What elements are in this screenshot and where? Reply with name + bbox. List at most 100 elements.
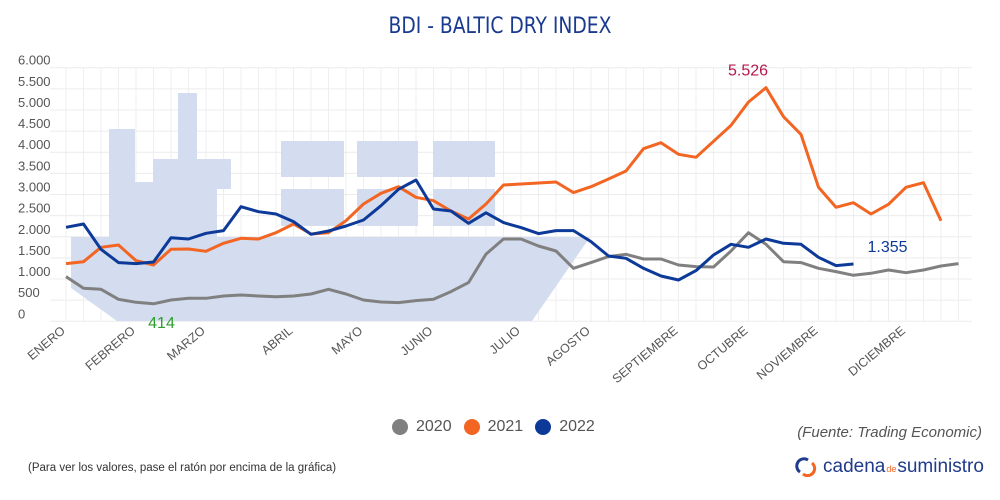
data-point-2022[interactable] — [187, 237, 191, 241]
data-point-2022[interactable] — [414, 178, 418, 182]
data-point-2021[interactable] — [589, 185, 593, 189]
data-point-2022[interactable] — [589, 240, 593, 244]
chart-plot[interactable]: 0 500 1.000 1.500 2.000 2.500 3.000 3.500 4.000 4… — [0, 0, 1000, 410]
data-point-2021[interactable] — [572, 191, 576, 195]
data-point-2022[interactable] — [117, 261, 121, 265]
series-line-2022[interactable] — [65, 178, 854, 282]
data-point-2022[interactable] — [572, 229, 576, 233]
data-point-2021[interactable] — [677, 152, 681, 156]
data-point-2022[interactable] — [764, 237, 768, 241]
data-point-2020[interactable] — [642, 257, 646, 261]
data-point-2022[interactable] — [362, 218, 366, 222]
data-point-2020[interactable] — [519, 237, 523, 241]
data-point-2021[interactable] — [64, 262, 68, 266]
data-point-2022[interactable] — [204, 231, 208, 235]
data-point-2022[interactable] — [624, 256, 628, 260]
series-line-2021[interactable] — [65, 86, 943, 267]
data-point-2020[interactable] — [292, 294, 296, 298]
data-point-2022[interactable] — [642, 266, 646, 270]
data-point-2021[interactable] — [82, 260, 86, 264]
legend-item-2021[interactable]: 2021 — [463, 418, 523, 436]
data-point-2021[interactable] — [502, 183, 506, 187]
data-point-2022[interactable] — [694, 269, 698, 273]
data-point-2020[interactable] — [134, 300, 138, 304]
data-point-2022[interactable] — [82, 222, 86, 226]
data-point-2020[interactable] — [817, 266, 821, 270]
data-point-2020[interactable] — [484, 252, 488, 256]
data-point-2021[interactable] — [432, 199, 436, 203]
data-point-2022[interactable] — [799, 242, 803, 246]
data-point-2021[interactable] — [764, 86, 768, 90]
data-point-2021[interactable] — [204, 249, 208, 253]
data-point-2021[interactable] — [747, 100, 751, 104]
data-point-2020[interactable] — [99, 287, 103, 291]
data-point-2020[interactable] — [624, 252, 628, 256]
data-point-2021[interactable] — [187, 247, 191, 251]
data-point-2020[interactable] — [957, 262, 961, 266]
data-point-2022[interactable] — [817, 255, 821, 259]
data-point-2022[interactable] — [484, 211, 488, 215]
data-point-2020[interactable] — [82, 286, 86, 290]
data-point-2022[interactable] — [152, 260, 156, 264]
data-point-2021[interactable] — [694, 155, 698, 159]
data-point-2022[interactable] — [379, 204, 383, 208]
data-point-2020[interactable] — [239, 293, 243, 297]
data-point-2020[interactable] — [834, 270, 838, 274]
data-point-2020[interactable] — [869, 271, 873, 275]
data-point-2020[interactable] — [64, 275, 68, 279]
data-point-2022[interactable] — [712, 253, 716, 257]
data-point-2021[interactable] — [624, 169, 628, 173]
data-point-2022[interactable] — [467, 221, 471, 225]
legend-item-2020[interactable]: 2020 — [392, 418, 452, 436]
data-point-2021[interactable] — [117, 243, 121, 247]
data-point-2020[interactable] — [169, 298, 173, 302]
data-point-2022[interactable] — [852, 262, 856, 266]
data-point-2022[interactable] — [274, 212, 278, 216]
data-point-2020[interactable] — [922, 268, 926, 272]
data-point-2021[interactable] — [834, 205, 838, 209]
data-point-2020[interactable] — [659, 257, 663, 261]
data-point-2021[interactable] — [379, 191, 383, 195]
data-point-2020[interactable] — [344, 292, 348, 296]
data-point-2022[interactable] — [169, 236, 173, 240]
data-point-2021[interactable] — [939, 219, 943, 223]
data-point-2020[interactable] — [887, 268, 891, 272]
data-point-2021[interactable] — [817, 185, 821, 189]
data-point-2022[interactable] — [309, 232, 313, 236]
data-point-2022[interactable] — [257, 210, 261, 214]
legend-item-2022[interactable]: 2022 — [535, 418, 595, 436]
data-point-2021[interactable] — [554, 180, 558, 184]
data-point-2021[interactable] — [274, 231, 278, 235]
data-point-2021[interactable] — [904, 185, 908, 189]
data-point-2021[interactable] — [642, 147, 646, 151]
data-point-2020[interactable] — [502, 237, 506, 241]
data-point-2021[interactable] — [887, 202, 891, 206]
data-point-2022[interactable] — [99, 247, 103, 251]
data-point-2021[interactable] — [922, 181, 926, 185]
data-point-2020[interactable] — [677, 263, 681, 267]
data-point-2020[interactable] — [379, 300, 383, 304]
data-point-2021[interactable] — [659, 141, 663, 145]
data-point-2020[interactable] — [589, 261, 593, 265]
data-point-2021[interactable] — [729, 123, 733, 127]
series-line-2020[interactable] — [65, 231, 959, 306]
data-point-2020[interactable] — [904, 271, 908, 275]
data-point-2022[interactable] — [502, 221, 506, 225]
data-point-2022[interactable] — [747, 245, 751, 249]
data-point-2021[interactable] — [344, 219, 348, 223]
data-point-2022[interactable] — [659, 274, 663, 278]
data-point-2021[interactable] — [712, 139, 716, 143]
data-point-2022[interactable] — [64, 225, 68, 229]
data-point-2022[interactable] — [432, 207, 436, 211]
data-point-2020[interactable] — [274, 295, 278, 299]
data-point-2022[interactable] — [519, 226, 523, 230]
data-point-2020[interactable] — [712, 265, 716, 269]
data-point-2020[interactable] — [467, 281, 471, 285]
data-point-2020[interactable] — [764, 242, 768, 246]
data-point-2022[interactable] — [677, 278, 681, 282]
data-point-2022[interactable] — [449, 209, 453, 213]
data-point-2020[interactable] — [362, 298, 366, 302]
data-point-2022[interactable] — [607, 254, 611, 258]
data-point-2021[interactable] — [607, 177, 611, 181]
data-point-2021[interactable] — [852, 201, 856, 205]
